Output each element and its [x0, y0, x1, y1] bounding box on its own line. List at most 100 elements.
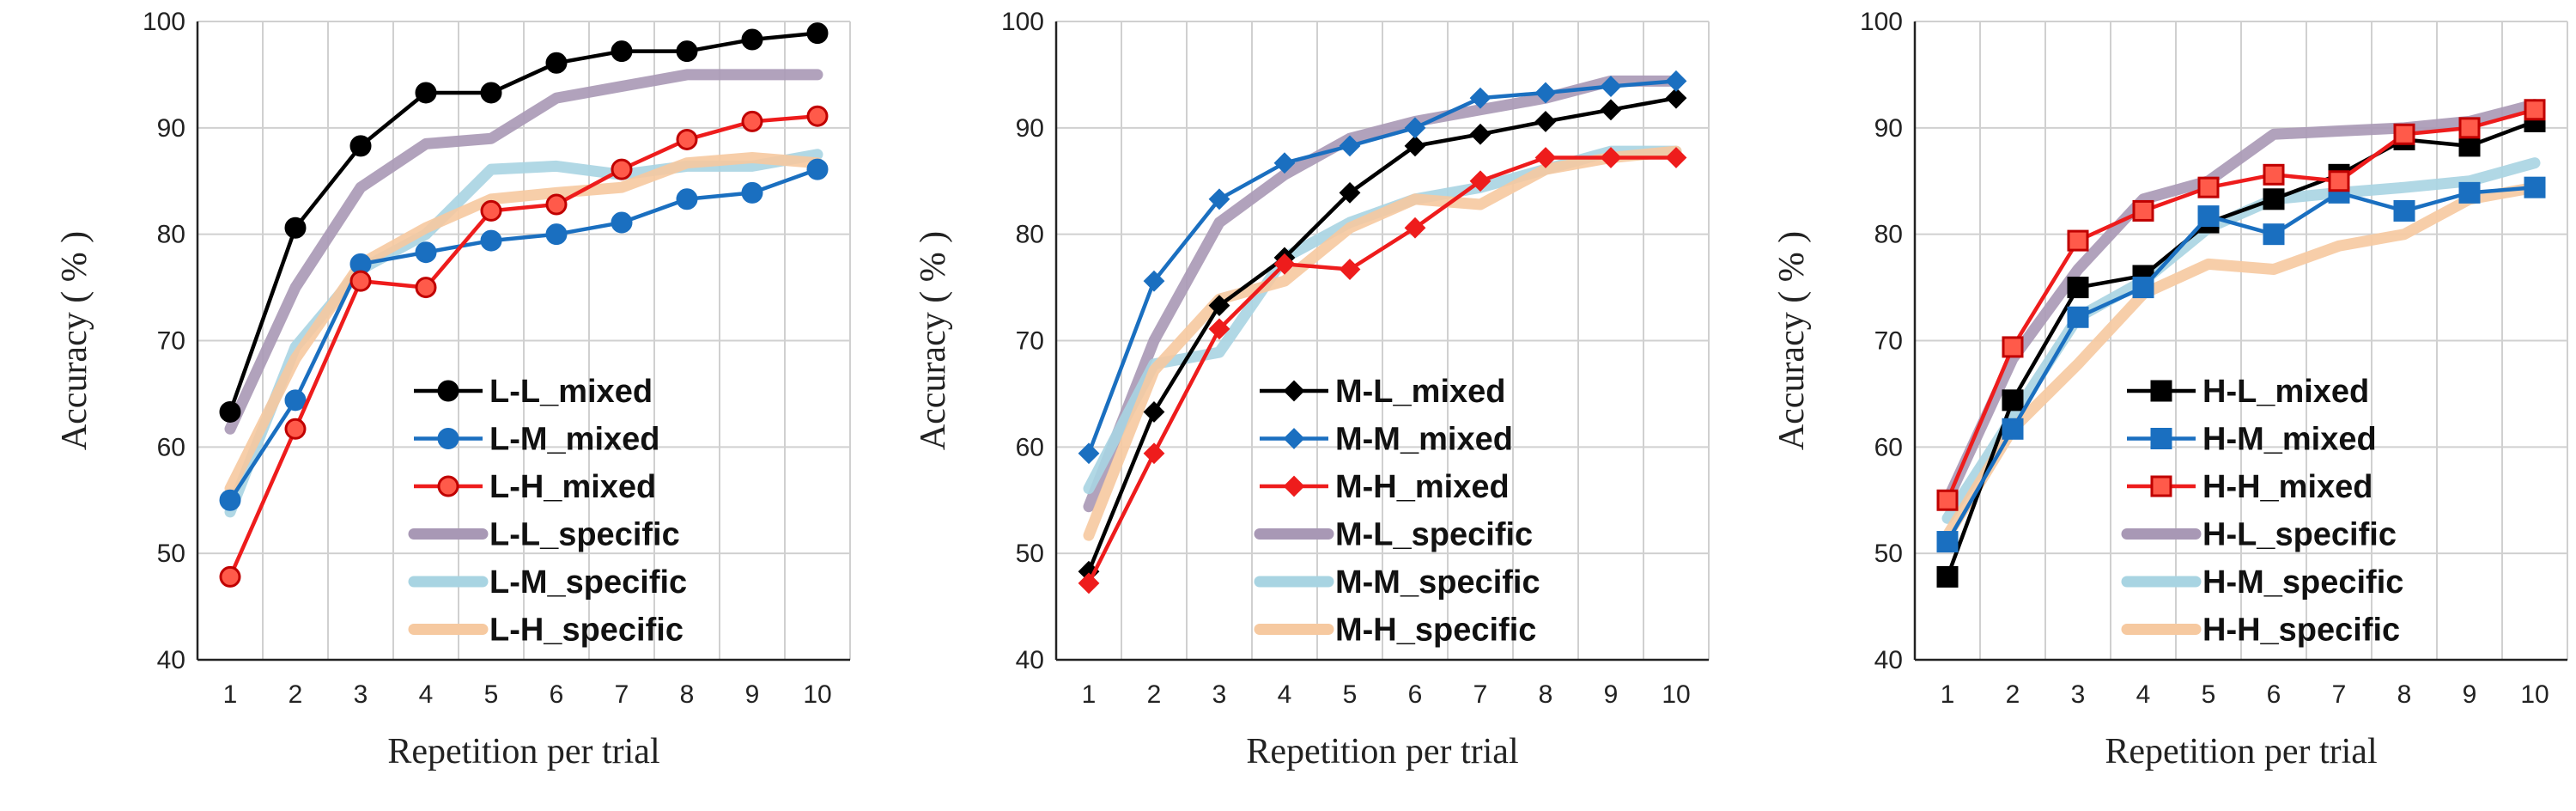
data-point-m-l-mixed: [1143, 401, 1165, 423]
data-point-l-h-mixed: [219, 565, 241, 588]
data-point-l-m-mixed: [806, 158, 829, 180]
legend-label-h-h-mixed: H-H_mixed: [2202, 469, 2373, 505]
data-point-l-l-mixed: [349, 135, 372, 157]
x-axis-title: Repetition per trial: [387, 732, 659, 771]
series-line-l-h-mixed: [228, 113, 818, 578]
legend-label-l-l-mixed: L-L_mixed: [489, 374, 653, 410]
data-point-l-m-mixed: [741, 181, 763, 204]
y-tick-label: 50: [1016, 540, 1044, 568]
data-point-l-m-mixed: [284, 389, 307, 412]
legend-label-h-m-mixed: H-M_mixed: [2202, 422, 2377, 458]
data-point-m-h-mixed: [1078, 572, 1100, 595]
x-tick-label: 5: [484, 680, 499, 709]
x-tick-label: 4: [1278, 680, 1292, 709]
data-point-l-m-mixed: [611, 211, 633, 234]
data-point-l-l-mixed: [806, 22, 829, 45]
x-tick-label: 6: [550, 680, 564, 709]
data-point-m-h-mixed: [1665, 147, 1687, 168]
x-tick-label: 1: [223, 680, 238, 709]
legend-marker-m-h-mixed: [1283, 475, 1305, 497]
data-point-l-h-mixed: [545, 193, 568, 216]
data-point-l-h-mixed: [284, 418, 307, 440]
data-point-m-l-mixed: [1665, 87, 1687, 109]
legend-label-h-l-specific: H-L_specific: [2202, 517, 2397, 553]
data-point-h-l-mixed: [2002, 389, 2024, 412]
y-tick-label: 100: [1860, 8, 1903, 36]
y-tick-label: 60: [157, 433, 185, 461]
legend-label-l-m-mixed: L-M_mixed: [489, 422, 659, 458]
y-tick-label: 80: [1874, 221, 1903, 249]
x-tick-label: 10: [2520, 680, 2549, 709]
legend-label-l-m-specific: L-M_specific: [489, 564, 687, 601]
x-tick-label: 3: [354, 680, 368, 709]
y-tick-label: 50: [157, 540, 185, 568]
data-point-l-l-mixed: [741, 28, 763, 51]
x-axis-title: Repetition per trial: [1246, 732, 1518, 771]
x-tick-label: 6: [2267, 680, 2281, 709]
y-tick-label: 100: [143, 8, 185, 36]
data-point-m-m-mixed: [1534, 82, 1557, 104]
x-tick-label: 9: [2463, 680, 2477, 709]
data-point-h-h-mixed: [2393, 123, 2415, 145]
series-line-h-l-specific: [1941, 99, 2541, 506]
x-tick-label: 2: [2006, 680, 2020, 709]
legend-marker-m-m-mixed: [1283, 428, 1305, 449]
data-point-l-l-mixed: [676, 40, 698, 63]
data-point-h-h-mixed: [2197, 176, 2220, 198]
x-tick-label: 10: [1662, 680, 1690, 709]
x-tick-label: 3: [2071, 680, 2086, 709]
data-point-l-l-mixed: [480, 82, 502, 104]
data-point-m-l-mixed: [1404, 135, 1426, 157]
data-point-m-h-mixed: [1469, 170, 1492, 192]
y-axis-title: Accuracy ( % ): [55, 231, 94, 450]
data-point-l-h-mixed: [349, 270, 372, 292]
x-tick-label: 1: [1941, 680, 1955, 709]
data-point-m-h-mixed: [1273, 253, 1296, 275]
data-point-m-l-mixed: [1339, 181, 1361, 204]
legend-marker-m-l-mixed: [1283, 380, 1305, 402]
chart-panel-left: 40 50 60 70 80 90 100 1 2 3 4 5 6 7 8 9 10 Repetition per…: [55, 8, 851, 771]
x-tick-label: 7: [1473, 680, 1488, 709]
data-point-h-m-mixed: [2002, 418, 2024, 440]
x-tick-label: 4: [2136, 680, 2151, 709]
legend-marker-l-l-mixed: [437, 380, 459, 402]
data-point-h-l-mixed: [1936, 565, 1959, 588]
series-line-h-m-specific: [1941, 157, 2541, 524]
data-point-m-m-mixed: [1078, 442, 1100, 465]
legend-label-m-h-mixed: M-H_mixed: [1335, 469, 1510, 505]
data-point-m-m-mixed: [1469, 87, 1492, 109]
x-tick-label: 2: [289, 680, 303, 709]
y-tick-label: 80: [1016, 221, 1044, 249]
data-point-h-m-mixed: [2067, 306, 2089, 328]
x-tick-label: 7: [615, 680, 629, 709]
data-point-l-l-mixed: [545, 52, 568, 74]
x-tick-label: 2: [1147, 680, 1162, 709]
data-point-h-h-mixed: [2067, 229, 2089, 252]
y-tick-label: 80: [157, 221, 185, 249]
data-point-l-h-mixed: [415, 277, 437, 299]
series-line-l-h-specific: [224, 152, 823, 495]
data-point-l-h-mixed: [480, 199, 502, 222]
x-tick-label: 7: [2332, 680, 2347, 709]
data-point-h-m-mixed: [2393, 199, 2415, 222]
data-point-h-m-mixed: [2458, 181, 2481, 204]
data-point-h-m-mixed: [2263, 223, 2285, 246]
legend-label-m-m-mixed: M-M_mixed: [1335, 422, 1513, 458]
data-point-h-h-mixed: [2458, 117, 2481, 139]
y-tick-label: 70: [1874, 327, 1903, 356]
x-tick-label: 9: [1604, 680, 1619, 709]
data-point-m-h-mixed: [1404, 216, 1426, 239]
data-point-h-h-mixed: [1936, 489, 1959, 511]
data-point-m-l-mixed: [1208, 295, 1230, 317]
chart-panel-middle: 40 50 60 70 80 90 100 1 2 3 4 5 6 7 8 9 10 Repetition per…: [914, 8, 1710, 771]
data-point-l-h-mixed: [741, 110, 763, 132]
series-line-h-h-specific: [1941, 181, 2541, 541]
y-tick-label: 90: [1016, 114, 1044, 143]
data-point-h-h-mixed: [2263, 163, 2285, 186]
data-point-l-m-mixed: [545, 223, 568, 246]
data-point-l-m-mixed: [480, 229, 502, 252]
data-point-h-l-mixed: [2458, 135, 2481, 157]
data-point-m-l-mixed: [1534, 110, 1557, 132]
series-line-h-l-mixed: [1945, 119, 2536, 578]
